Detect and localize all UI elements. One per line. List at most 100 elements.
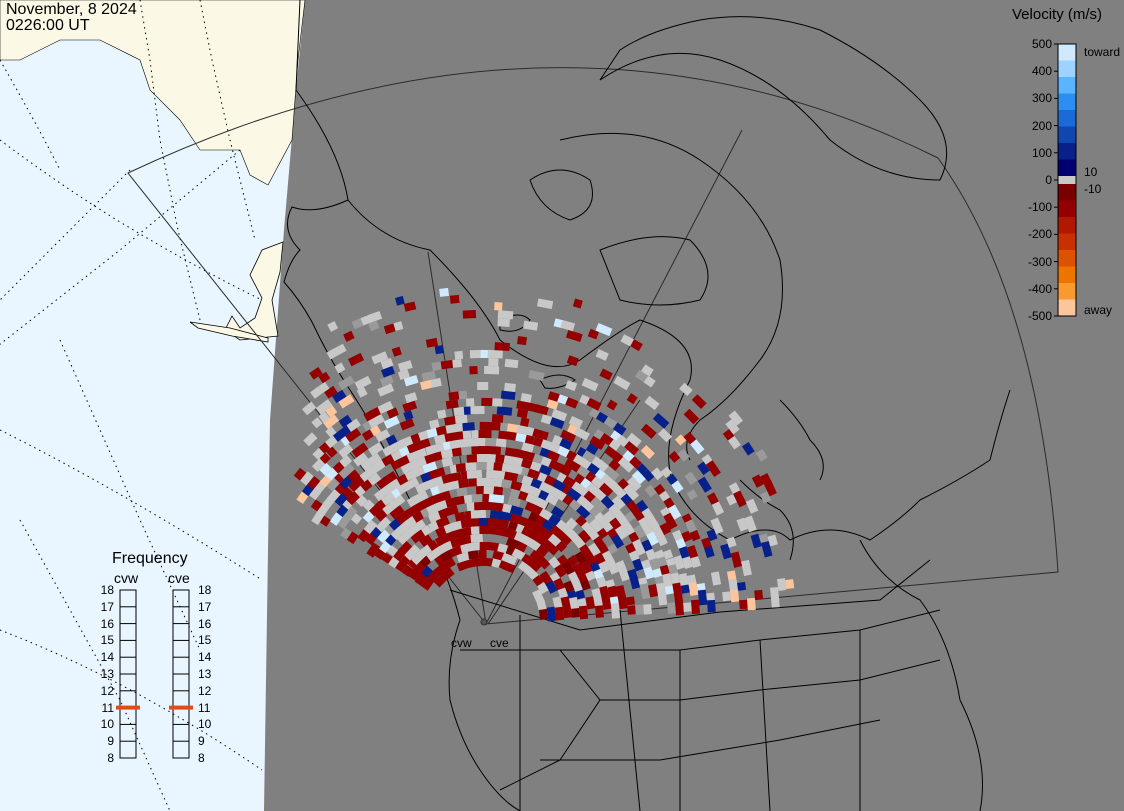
scale-tick-label: -200 [1027, 227, 1052, 242]
backscatter-cell [589, 435, 606, 451]
backscatter-cell [690, 439, 705, 455]
radar-left-label: cvw [114, 570, 139, 586]
backscatter-cell [580, 579, 591, 591]
backscatter-cell [379, 374, 394, 387]
backscatter-cell [597, 527, 609, 540]
backscatter-cell [639, 583, 651, 600]
backscatter-cell [565, 329, 583, 342]
backscatter-cell [401, 564, 414, 577]
frequency-marker-left [116, 705, 140, 710]
backscatter-cell [487, 517, 503, 528]
backscatter-cell [466, 469, 483, 479]
backscatter-cell [524, 434, 535, 445]
backscatter-cell [575, 569, 589, 585]
backscatter-cell [519, 483, 534, 495]
backscatter-cell [760, 491, 772, 504]
backscatter-cell [535, 404, 549, 416]
backscatter-cell [475, 485, 485, 495]
backscatter-cell [350, 513, 363, 525]
backscatter-cell [573, 427, 590, 441]
scale-tick-label: -300 [1027, 254, 1052, 269]
backscatter-cell [332, 389, 347, 404]
backscatter-cell [528, 558, 542, 573]
backscatter-cell [346, 418, 361, 432]
frequency-tick-label-right: 9 [198, 734, 205, 749]
backscatter-cell [485, 437, 500, 447]
backscatter-cell [551, 409, 568, 422]
backscatter-cell [697, 589, 708, 606]
backscatter-cell [565, 397, 579, 409]
backscatter-cell [375, 429, 391, 443]
backscatter-cell [641, 469, 655, 482]
backscatter-cell [383, 323, 396, 335]
backscatter-cell [433, 476, 444, 487]
backscatter-cell [469, 366, 478, 375]
backscatter-cell [606, 399, 618, 411]
backscatter-cell [769, 586, 780, 601]
backscatter-cell [488, 358, 499, 367]
away-label: away [1084, 303, 1113, 317]
backscatter-cell [585, 596, 596, 610]
velocity-legend-title: Velocity (m/s) [1012, 6, 1103, 23]
backscatter-cell [325, 426, 337, 438]
backscatter-cell [504, 358, 519, 369]
backscatter-cell [424, 452, 439, 464]
frequency-tick-label-right: 12 [198, 683, 212, 698]
backscatter-cell [486, 541, 500, 552]
backscatter-cell [520, 393, 532, 403]
backscatter-cell [697, 461, 710, 476]
backscatter-cell [607, 543, 619, 555]
backscatter-cell [566, 355, 579, 367]
frequency-tick-label-left: 12 [100, 683, 114, 698]
backscatter-cell [440, 359, 456, 370]
backscatter-cell [681, 530, 693, 543]
backscatter-cell [418, 544, 433, 558]
backscatter-cell [351, 442, 369, 458]
backscatter-cell [312, 447, 325, 460]
negative-threshold-label: -10 [1084, 182, 1102, 196]
backscatter-cell [412, 519, 427, 533]
backscatter-cell [601, 594, 612, 610]
backscatter-cell [660, 466, 673, 478]
backscatter-cell [546, 606, 557, 622]
backscatter-cell [382, 470, 398, 485]
frequency-tick-label-right: 8 [198, 751, 205, 765]
backscatter-cell [458, 390, 468, 400]
backscatter-cell [473, 557, 488, 567]
backscatter-cell [705, 460, 721, 478]
backscatter-cell [533, 523, 547, 536]
backscatter-cell [556, 463, 572, 477]
backscatter-cell [388, 556, 400, 569]
scale-tick-label: 0 [1045, 173, 1052, 187]
backscatter-cell [339, 455, 353, 468]
backscatter-cell [399, 418, 415, 431]
backscatter-cell [744, 515, 757, 533]
backscatter-cell [546, 484, 563, 499]
backscatter-cell [581, 377, 599, 392]
backscatter-cell [600, 495, 615, 510]
backscatter-cell [458, 478, 470, 489]
backscatter-cell [456, 487, 468, 497]
backscatter-cell [535, 544, 549, 558]
backscatter-cell [629, 456, 642, 469]
scale-tick-label: 500 [1031, 37, 1052, 51]
backscatter-cell [706, 529, 718, 542]
backscatter-cell [470, 405, 485, 415]
backscatter-cell [552, 479, 567, 493]
backscatter-cell [406, 450, 420, 463]
backscatter-cell [503, 455, 518, 466]
backscatter-cell [469, 349, 485, 359]
backscatter-cell [585, 570, 596, 582]
backscatter-cell [385, 434, 398, 446]
backscatter-cell [435, 516, 450, 529]
backscatter-cell [545, 580, 558, 594]
backscatter-cell [607, 585, 619, 601]
backscatter-cell [337, 375, 355, 391]
backscatter-cell [555, 540, 567, 553]
backscatter-cell [455, 495, 466, 505]
frequency-tick-label-left: 11 [101, 700, 114, 715]
backscatter-cell [677, 448, 690, 462]
backscatter-cell [627, 568, 638, 580]
backscatter-cell [557, 445, 571, 458]
